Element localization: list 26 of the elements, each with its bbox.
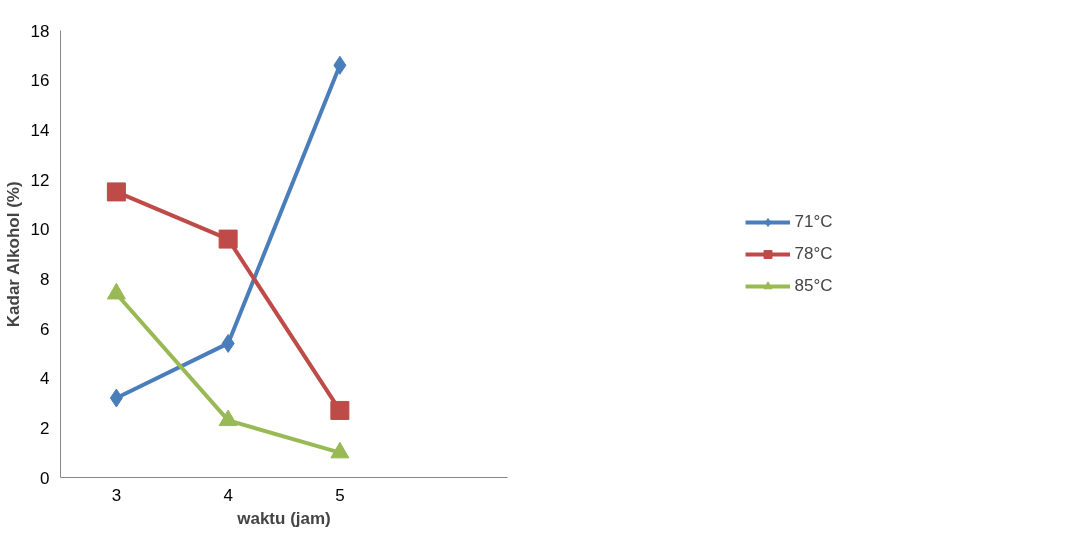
point [221, 333, 235, 353]
point [109, 388, 123, 408]
x-tick-label: 4 [223, 485, 233, 505]
y-tick-label: 12 [30, 170, 50, 190]
point [218, 229, 238, 249]
y-tick-label: 16 [30, 71, 50, 91]
y-tick-label: 2 [40, 418, 50, 438]
point [218, 409, 238, 427]
y-axis-title: Kadar Alkohol (%) [3, 181, 23, 328]
x-tick-label: 5 [335, 485, 345, 505]
y-tick-label: 8 [40, 269, 50, 289]
x-axis-title: waktu (jam) [236, 508, 331, 528]
x-tick-label: 3 [111, 485, 122, 505]
legend-label: 85°C [794, 275, 833, 296]
y-tick-label: 0 [40, 468, 50, 488]
point [330, 400, 350, 420]
y-tick-label: 14 [30, 120, 50, 140]
y-tick-label: 18 [30, 21, 50, 41]
legend-label: 71°C [794, 211, 833, 232]
point [333, 55, 347, 75]
y-tick-label: 6 [40, 319, 50, 339]
y-tick-label: 10 [30, 220, 50, 240]
y-tick-label: 4 [40, 369, 50, 389]
point [330, 441, 350, 459]
point [106, 182, 126, 202]
legend-label: 78°C [794, 243, 833, 264]
